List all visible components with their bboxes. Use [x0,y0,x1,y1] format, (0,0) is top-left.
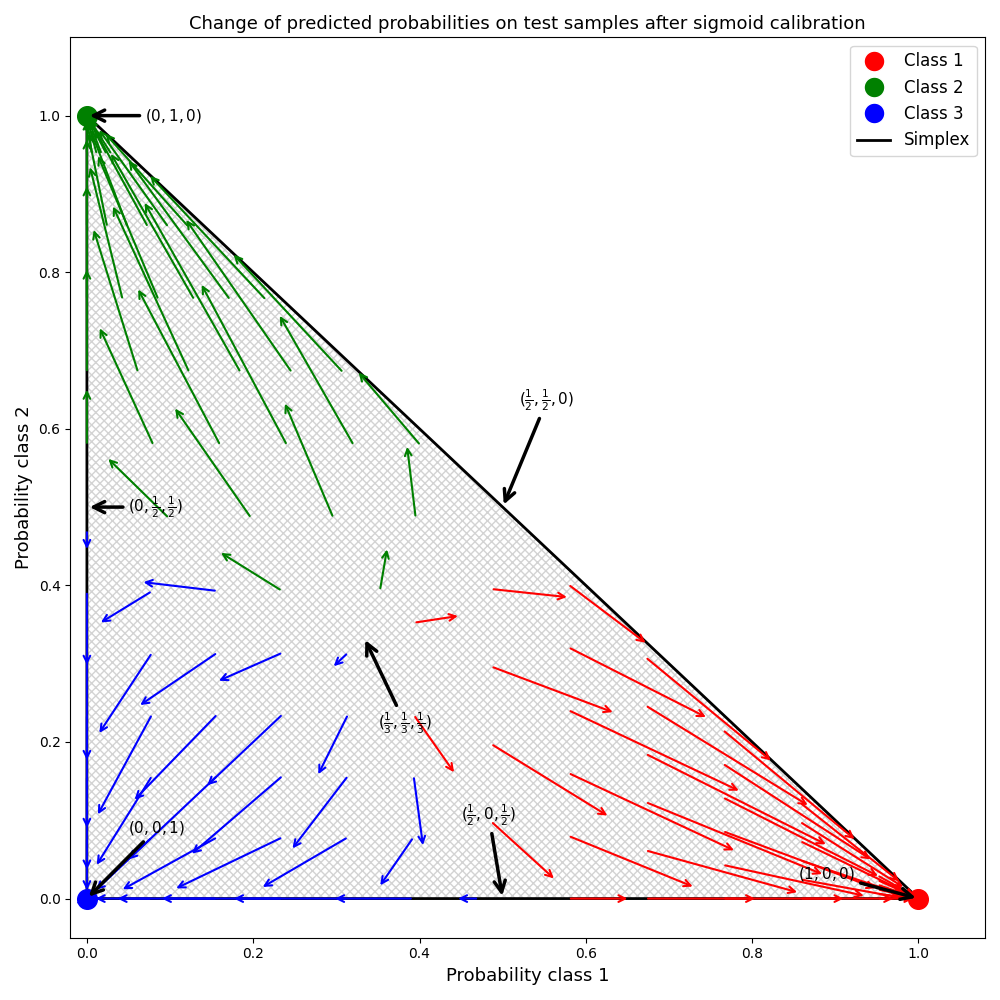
Text: $(0, \frac{1}{2}, \frac{1}{2})$: $(0, \frac{1}{2}, \frac{1}{2})$ [94,494,184,520]
Text: $(0, 0, 1)$: $(0, 0, 1)$ [92,819,186,894]
Text: $(\frac{1}{2}, 0, \frac{1}{2})$: $(\frac{1}{2}, 0, \frac{1}{2})$ [461,803,516,892]
Text: $(\frac{1}{3}, \frac{1}{3}, \frac{1}{3})$: $(\frac{1}{3}, \frac{1}{3}, \frac{1}{3})… [367,644,432,736]
Text: $(0, 1, 0)$: $(0, 1, 0)$ [94,107,202,125]
Point [910,891,926,907]
Y-axis label: Probability class 2: Probability class 2 [15,406,33,569]
Point [79,108,95,124]
Point [79,891,95,907]
Legend: Class 1, Class 2, Class 3, Simplex: Class 1, Class 2, Class 3, Simplex [850,46,977,156]
Text: $(\frac{1}{2}, \frac{1}{2}, 0)$: $(\frac{1}{2}, \frac{1}{2}, 0)$ [504,388,575,501]
Polygon shape [87,116,918,899]
X-axis label: Probability class 1: Probability class 1 [446,967,609,985]
Text: $(1, 0, 0)$: $(1, 0, 0)$ [798,865,912,899]
Title: Change of predicted probabilities on test samples after sigmoid calibration: Change of predicted probabilities on tes… [189,15,866,33]
